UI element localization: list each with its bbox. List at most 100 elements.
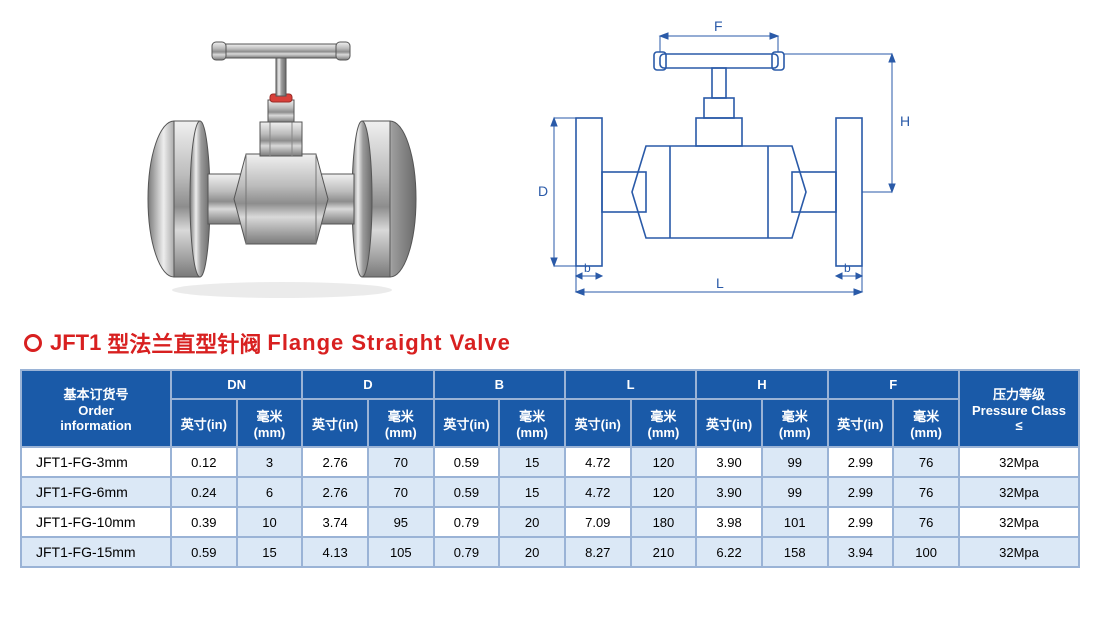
cell-value: 3.98 <box>696 507 762 537</box>
table-row: JFT1-FG-15mm0.59154.131050.79208.272106.… <box>21 537 1079 567</box>
th-sub-mm: 毫米(mm) <box>499 399 565 447</box>
cell-value: 8.27 <box>565 537 631 567</box>
th-dim-f: F <box>828 370 959 399</box>
cell-pressure: 32Mpa <box>959 507 1079 537</box>
dimension-diagram: F H D L <box>520 14 960 309</box>
cell-value: 0.59 <box>434 447 500 477</box>
th-pressure: 压力等级Pressure Class≤ <box>959 370 1079 447</box>
cell-value: 0.24 <box>171 477 237 507</box>
cell-value: 99 <box>762 477 828 507</box>
product-title: JFT1 型法兰直型针阀 Flange Straight Valve <box>20 327 1080 359</box>
cell-value: 210 <box>631 537 697 567</box>
cell-value: 4.13 <box>302 537 368 567</box>
cell-value: 3.94 <box>828 537 894 567</box>
cell-value: 105 <box>368 537 434 567</box>
cell-order: JFT1-FG-3mm <box>21 447 171 477</box>
th-order-en2: information <box>26 418 166 433</box>
cell-value: 15 <box>237 537 303 567</box>
th-sub-in: 英寸(in) <box>828 399 894 447</box>
cell-value: 20 <box>499 537 565 567</box>
cell-value: 2.76 <box>302 447 368 477</box>
title-model: JFT1 <box>50 330 101 356</box>
th-dim-h: H <box>696 370 827 399</box>
cell-order: JFT1-FG-6mm <box>21 477 171 507</box>
th-sub-mm: 毫米(mm) <box>631 399 697 447</box>
th-order: 基本订货号 Order information <box>21 370 171 447</box>
cell-value: 0.39 <box>171 507 237 537</box>
th-sub-in: 英寸(in) <box>434 399 500 447</box>
cell-value: 76 <box>893 477 959 507</box>
cell-value: 99 <box>762 447 828 477</box>
cell-value: 4.72 <box>565 477 631 507</box>
th-order-cn: 基本订货号 <box>26 384 166 403</box>
product-photo <box>100 14 460 309</box>
dim-label-l: L <box>716 275 724 291</box>
spec-table: 基本订货号 Order information DNDBLHF压力等级Press… <box>20 369 1080 568</box>
th-sub-in: 英寸(in) <box>302 399 368 447</box>
cell-value: 15 <box>499 447 565 477</box>
cell-value: 120 <box>631 477 697 507</box>
cell-pressure: 32Mpa <box>959 447 1079 477</box>
cell-value: 120 <box>631 447 697 477</box>
title-en-text: Flange Straight Valve <box>267 330 511 356</box>
dim-label-b-right: b <box>844 261 851 275</box>
cell-order: JFT1-FG-10mm <box>21 507 171 537</box>
cell-value: 6.22 <box>696 537 762 567</box>
dim-label-b-left: b <box>584 261 591 275</box>
dim-label-d: D <box>538 183 548 199</box>
cell-value: 15 <box>499 477 565 507</box>
valve-diagram-svg: F H D L <box>520 14 960 304</box>
cell-value: 2.99 <box>828 507 894 537</box>
th-sub-in: 英寸(in) <box>171 399 237 447</box>
cell-value: 100 <box>893 537 959 567</box>
th-dim-l: L <box>565 370 696 399</box>
cell-value: 2.76 <box>302 477 368 507</box>
cell-value: 10 <box>237 507 303 537</box>
table-row: JFT1-FG-6mm0.2462.76700.59154.721203.909… <box>21 477 1079 507</box>
cell-value: 4.72 <box>565 447 631 477</box>
cell-value: 7.09 <box>565 507 631 537</box>
valve-photo-svg <box>100 14 460 304</box>
cell-value: 70 <box>368 447 434 477</box>
cell-value: 70 <box>368 477 434 507</box>
cell-pressure: 32Mpa <box>959 477 1079 507</box>
th-sub-mm: 毫米(mm) <box>762 399 828 447</box>
dim-label-f: F <box>714 18 723 34</box>
th-sub-mm: 毫米(mm) <box>368 399 434 447</box>
cell-value: 0.79 <box>434 507 500 537</box>
th-sub-mm: 毫米(mm) <box>237 399 303 447</box>
cell-value: 3.90 <box>696 447 762 477</box>
cell-value: 76 <box>893 507 959 537</box>
figure-row: F H D L <box>20 14 1080 309</box>
th-sub-mm: 毫米(mm) <box>893 399 959 447</box>
th-dim-b: B <box>434 370 565 399</box>
cell-value: 6 <box>237 477 303 507</box>
th-sub-in: 英寸(in) <box>696 399 762 447</box>
cell-value: 2.99 <box>828 447 894 477</box>
cell-value: 0.12 <box>171 447 237 477</box>
table-row: JFT1-FG-3mm0.1232.76700.59154.721203.909… <box>21 447 1079 477</box>
cell-value: 158 <box>762 537 828 567</box>
cell-value: 3.74 <box>302 507 368 537</box>
dim-label-h: H <box>900 113 910 129</box>
th-dim-d: D <box>302 370 433 399</box>
th-dim-dn: DN <box>171 370 302 399</box>
title-bullet-icon <box>24 334 42 352</box>
th-sub-in: 英寸(in) <box>565 399 631 447</box>
cell-value: 101 <box>762 507 828 537</box>
cell-order: JFT1-FG-15mm <box>21 537 171 567</box>
cell-value: 0.79 <box>434 537 500 567</box>
cell-value: 3.90 <box>696 477 762 507</box>
cell-value: 76 <box>893 447 959 477</box>
cell-value: 0.59 <box>434 477 500 507</box>
cell-value: 0.59 <box>171 537 237 567</box>
cell-value: 20 <box>499 507 565 537</box>
title-cn-text: 型法兰直型针阀 <box>107 327 261 359</box>
cell-pressure: 32Mpa <box>959 537 1079 567</box>
cell-value: 95 <box>368 507 434 537</box>
cell-value: 180 <box>631 507 697 537</box>
cell-value: 3 <box>237 447 303 477</box>
th-order-en1: Order <box>26 403 166 418</box>
cell-value: 2.99 <box>828 477 894 507</box>
table-row: JFT1-FG-10mm0.39103.74950.79207.091803.9… <box>21 507 1079 537</box>
